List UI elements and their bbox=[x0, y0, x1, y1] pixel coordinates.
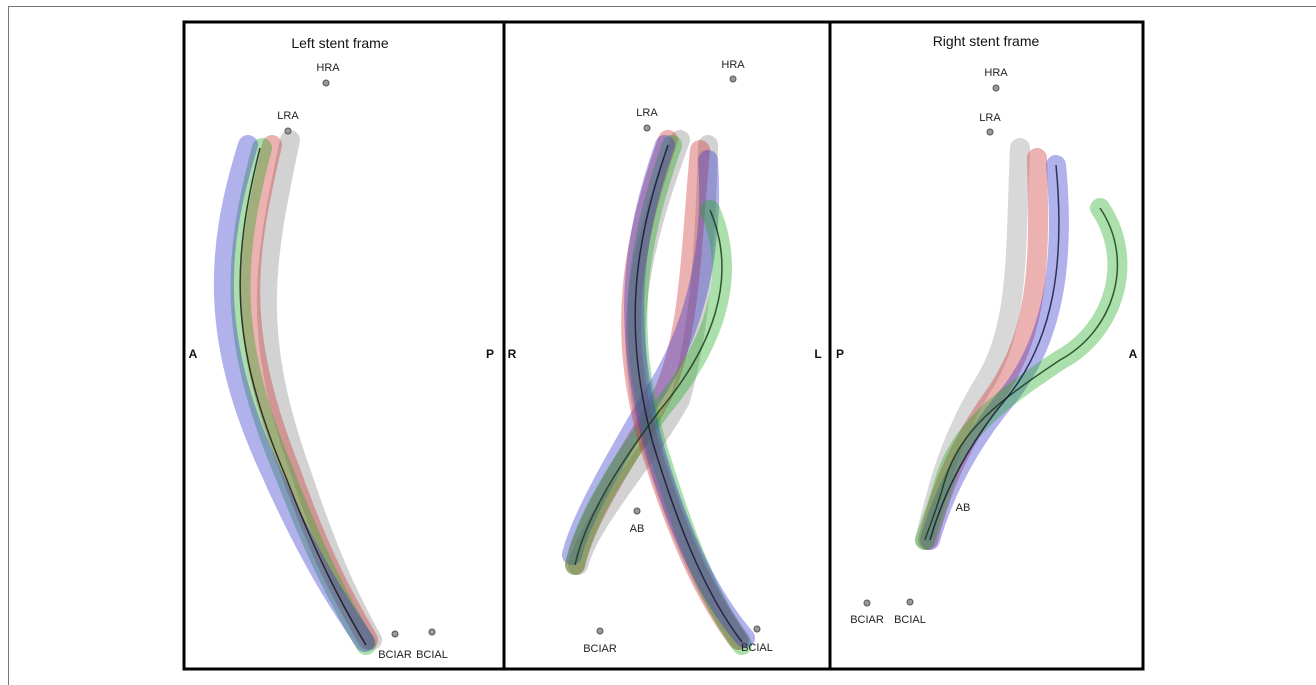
figure: Left stent frame A P HRA LRA BCIAR BCIAL… bbox=[0, 0, 1316, 685]
landmark-dot bbox=[993, 85, 999, 91]
landmark-label: LRA bbox=[636, 107, 658, 119]
landmark-label: AB bbox=[956, 502, 971, 514]
landmark-dot bbox=[597, 628, 603, 634]
landmark-label: BCIAL bbox=[894, 614, 926, 626]
landmark-dot bbox=[864, 600, 870, 606]
orientation-label: L bbox=[814, 347, 821, 361]
orientation-label: A bbox=[1129, 347, 1138, 361]
landmark-label: HRA bbox=[316, 62, 340, 74]
landmark-label: BCIAR bbox=[850, 614, 884, 626]
outer-frame bbox=[9, 7, 1316, 685]
panel-title: Right stent frame bbox=[933, 33, 1040, 49]
stent-tubes bbox=[925, 148, 1117, 540]
orientation-label: P bbox=[836, 347, 844, 361]
landmark-dot bbox=[754, 626, 760, 632]
orientation-label: R bbox=[508, 347, 517, 361]
landmark-label: BCIAL bbox=[741, 642, 773, 654]
orientation-label: A bbox=[189, 347, 198, 361]
landmark-label: HRA bbox=[984, 67, 1008, 79]
stent-tubes bbox=[572, 140, 745, 645]
landmark-label: LRA bbox=[979, 112, 1001, 124]
landmark-dot bbox=[634, 508, 640, 514]
landmark-label: BCIAR bbox=[583, 643, 617, 655]
landmark-label: BCIAR bbox=[378, 649, 412, 661]
landmark-label: AB bbox=[630, 523, 645, 535]
landmark-dot bbox=[644, 125, 650, 131]
landmark-dot bbox=[392, 631, 398, 637]
landmark-label: LRA bbox=[277, 110, 299, 122]
panel-title: Left stent frame bbox=[291, 35, 388, 51]
landmark-dot bbox=[285, 128, 291, 134]
landmark-dot bbox=[323, 80, 329, 86]
orientation-label: P bbox=[486, 347, 494, 361]
stent-tubes bbox=[224, 140, 372, 645]
landmark-dot bbox=[907, 599, 913, 605]
landmark-dot bbox=[987, 129, 993, 135]
landmark-label: HRA bbox=[721, 59, 745, 71]
landmark-dot bbox=[429, 629, 435, 635]
landmark-label: BCIAL bbox=[416, 649, 448, 661]
landmark-dot bbox=[730, 76, 736, 82]
